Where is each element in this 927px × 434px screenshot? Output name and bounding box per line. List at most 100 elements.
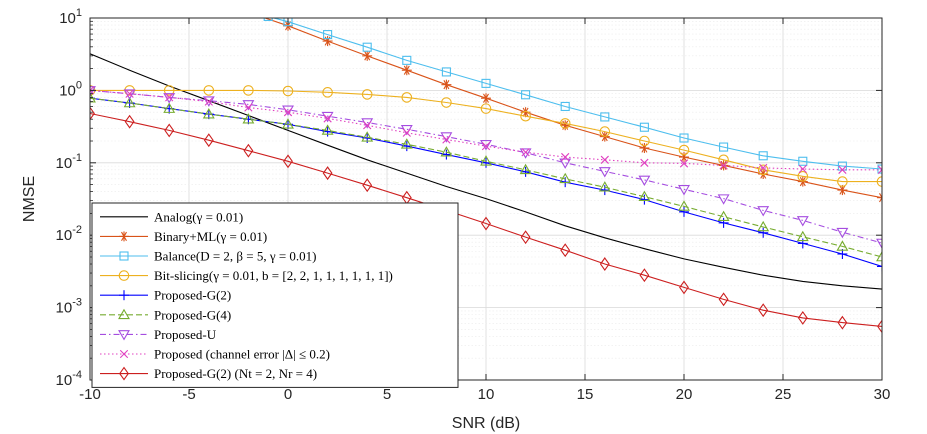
data-point-triangle-up [202, 108, 215, 119]
x-stroke [521, 148, 530, 157]
legend-label: Proposed-U [154, 327, 217, 342]
legend-entry: Analog(γ = 0.01) [100, 209, 243, 224]
y-tick-exponent: -3 [72, 297, 82, 309]
data-point-x [759, 163, 768, 173]
data-point-circle [118, 270, 130, 281]
data-point-x [481, 141, 491, 151]
data-point-triangle-down [163, 93, 176, 104]
data-point-plus [679, 206, 689, 217]
data-point-triangle-down [757, 206, 770, 217]
data-point-triangle-up [836, 240, 849, 251]
data-point-x [719, 161, 728, 170]
x-stroke [877, 169, 882, 174]
data-point-square [877, 164, 882, 174]
data-point-star [877, 192, 882, 203]
data-point-x [561, 152, 570, 162]
legend-label: Proposed-G(2) [154, 288, 231, 303]
data-point-x [640, 158, 649, 167]
data-point-triangle-up [757, 220, 770, 232]
data-point-triangle-down [321, 111, 334, 123]
data-point-triangle-up [559, 172, 572, 184]
x-stroke [165, 93, 174, 102]
series-line [90, 97, 882, 258]
data-point-x [679, 159, 689, 168]
data-point-triangle-up [400, 138, 413, 149]
data-point-triangle-up [242, 113, 255, 124]
series-bit-slicing [90, 85, 882, 187]
data-point-triangle-down [559, 158, 572, 169]
data-point-triangle-up [678, 200, 690, 211]
data-point-circle [243, 85, 254, 96]
x-stroke [561, 152, 570, 162]
data-point-diamond [124, 114, 135, 129]
data-point-square [521, 90, 531, 100]
data-point-circle [797, 171, 809, 182]
data-point-triangle-up [519, 163, 532, 175]
data-point-x [402, 128, 411, 137]
x-tick-label: 25 [775, 386, 792, 403]
y-tick-base: 10 [56, 300, 73, 317]
legend: Analog(γ = 0.01) Binary+ML(γ = 0.01) Balan… [91, 202, 459, 388]
data-point-x [600, 155, 609, 164]
data-point-circle [876, 176, 882, 187]
x-stroke [481, 141, 491, 151]
x-stroke [600, 155, 609, 164]
x-stroke [283, 108, 293, 117]
data-point-square [119, 251, 129, 261]
y-tick-exponent: 1 [76, 7, 82, 19]
data-point-diamond [639, 268, 650, 283]
data-point-x [204, 97, 213, 106]
data-point-square [798, 156, 808, 166]
data-point-diamond [119, 366, 129, 381]
data-point-triangle-up [440, 146, 453, 157]
data-point-triangle-up [163, 102, 176, 113]
data-point-diamond [797, 310, 808, 325]
y-tick-base: 10 [56, 227, 73, 244]
data-point-circle [757, 164, 769, 176]
data-point-triangle-down [118, 330, 130, 341]
y-tick-base: 10 [59, 82, 76, 99]
data-point-square [679, 133, 689, 143]
x-stroke [119, 349, 129, 359]
x-stroke [442, 135, 451, 144]
y-tick-base: 10 [56, 155, 73, 172]
series-proposed-g-4- [90, 92, 882, 262]
x-stroke [402, 128, 411, 137]
y-tick-exponent: -2 [72, 224, 82, 236]
data-point-triangle-down [480, 140, 492, 151]
data-point-triangle-down [638, 175, 651, 187]
data-point-square [758, 151, 768, 161]
data-point-x [877, 165, 882, 174]
data-point-diamond [481, 216, 491, 231]
data-point-diamond [283, 154, 293, 169]
data-point-plus [520, 166, 531, 177]
data-point-star [119, 231, 129, 242]
data-point-triangle-up [598, 181, 611, 192]
data-point-triangle-up [717, 210, 730, 222]
data-point-square [283, 18, 293, 27]
data-point-star [441, 79, 452, 90]
data-point-square [481, 78, 491, 88]
legend-entry: Bit-slicing(γ = 0.01, b = [2, 2, 1, 1, 1… [100, 268, 393, 283]
data-point-plus [718, 217, 729, 228]
data-point-plus [119, 290, 129, 301]
y-tick-label: 100 [59, 79, 82, 99]
data-point-square [362, 42, 372, 52]
x-tick-label: 30 [874, 386, 891, 403]
data-point-diamond [90, 106, 95, 121]
data-point-square [263, 18, 273, 22]
x-stroke [125, 89, 134, 98]
data-point-x [363, 121, 372, 130]
data-point-square [441, 67, 451, 77]
data-point-diamond [362, 178, 373, 193]
data-point-circle [322, 87, 333, 98]
x-tick-label: 0 [284, 386, 292, 403]
data-point-diamond [718, 292, 729, 307]
data-point-x [125, 89, 134, 98]
legend-label: Proposed-G(4) [154, 307, 231, 322]
data-point-diamond [520, 230, 531, 245]
legend-label: Balance(D = 2, β = 5, γ = 0.01) [154, 249, 317, 264]
data-point-square [402, 55, 412, 65]
